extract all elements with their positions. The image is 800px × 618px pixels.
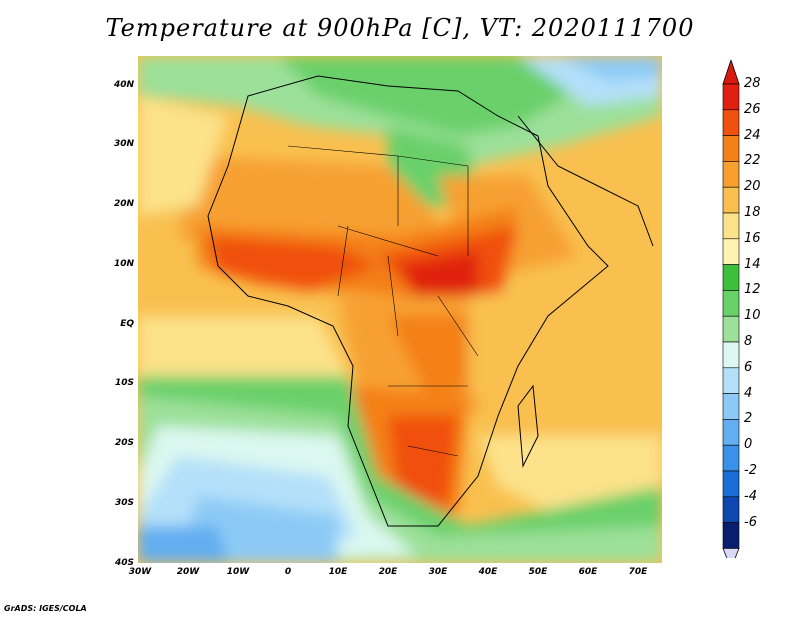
colorbar-swatch <box>722 186 740 214</box>
colorbar-label: 22 <box>744 153 761 169</box>
lon-tick: 20E <box>378 567 398 577</box>
colorbar-swatch <box>722 290 740 317</box>
lon-tick: 60E <box>578 567 598 577</box>
colorbar-label: 8 <box>744 334 753 349</box>
colorbar-label: -4 <box>744 488 757 504</box>
colorbar-label: 20 <box>744 179 761 195</box>
colorbar-swatch <box>722 109 740 136</box>
colorbar-label: 6 <box>744 359 753 375</box>
colorbar-swatch <box>722 444 740 472</box>
lon-tick: 10W <box>226 567 250 577</box>
colorbar-swatch <box>722 315 740 343</box>
lat-tick: 30N <box>113 139 134 149</box>
colorbar-swatch <box>722 212 740 240</box>
colorbar-swatch <box>722 135 740 162</box>
colorbar-swatch <box>722 161 740 188</box>
lon-tick: 50E <box>528 567 548 577</box>
lon-tick: 10E <box>328 567 348 577</box>
colorbar <box>722 60 740 558</box>
colorbar-label: 18 <box>744 205 761 220</box>
colorbar-label: -2 <box>744 463 757 478</box>
lat-tick: 30S <box>114 498 134 508</box>
colorbar-label: 16 <box>744 230 761 246</box>
colorbar-label: 4 <box>744 385 753 401</box>
colorbar-swatch <box>722 341 740 369</box>
colorbar-top-arrow <box>722 60 740 85</box>
colorbar-swatch <box>722 470 740 498</box>
lat-tick: 10N <box>113 259 134 269</box>
colorbar-label: 2 <box>744 411 753 427</box>
colorbar-swatch <box>722 367 740 394</box>
lon-tick: 0 <box>284 567 292 577</box>
coastlines <box>207 75 654 527</box>
grads-credit: GrADS: IGES/COLA <box>4 604 87 613</box>
map-title: Temperature at 900hPa [C], VT: 202011170… <box>105 14 695 42</box>
lon-tick: 30W <box>128 567 152 577</box>
colorbar-swatch <box>722 83 740 111</box>
colorbar-label: 24 <box>744 127 761 143</box>
colorbar-label: -6 <box>744 514 757 530</box>
lat-tick: 10S <box>114 378 134 388</box>
africa-outline <box>207 75 609 527</box>
colorbar-label: 0 <box>744 437 753 453</box>
colorbar-swatch <box>722 522 740 549</box>
colorbar-label: 28 <box>744 76 761 91</box>
lat-tick: 20S <box>114 438 134 448</box>
colorbar-label: 12 <box>744 282 761 298</box>
lon-tick: 40E <box>478 567 498 577</box>
colorbar-bottom-arrow <box>722 547 740 558</box>
lon-tick: 70E <box>628 567 648 577</box>
colorbar-swatch <box>722 496 740 523</box>
colorbar-swatch <box>722 264 740 291</box>
lon-tick: 30E <box>428 567 448 577</box>
temperature-map <box>138 56 662 563</box>
colorbar-swatch <box>722 238 740 265</box>
lat-tick: EQ <box>120 319 134 329</box>
lat-tick: 40S <box>114 558 134 568</box>
lat-tick: 20N <box>113 199 134 209</box>
lat-tick: 40N <box>113 80 134 90</box>
colorbar-swatch <box>722 419 740 446</box>
colorbar-label: 26 <box>744 101 761 117</box>
colorbar-label: 14 <box>744 256 761 272</box>
colorbar-label: 10 <box>744 308 761 324</box>
lon-tick: 20W <box>176 567 200 577</box>
colorbar-swatch <box>722 393 740 420</box>
